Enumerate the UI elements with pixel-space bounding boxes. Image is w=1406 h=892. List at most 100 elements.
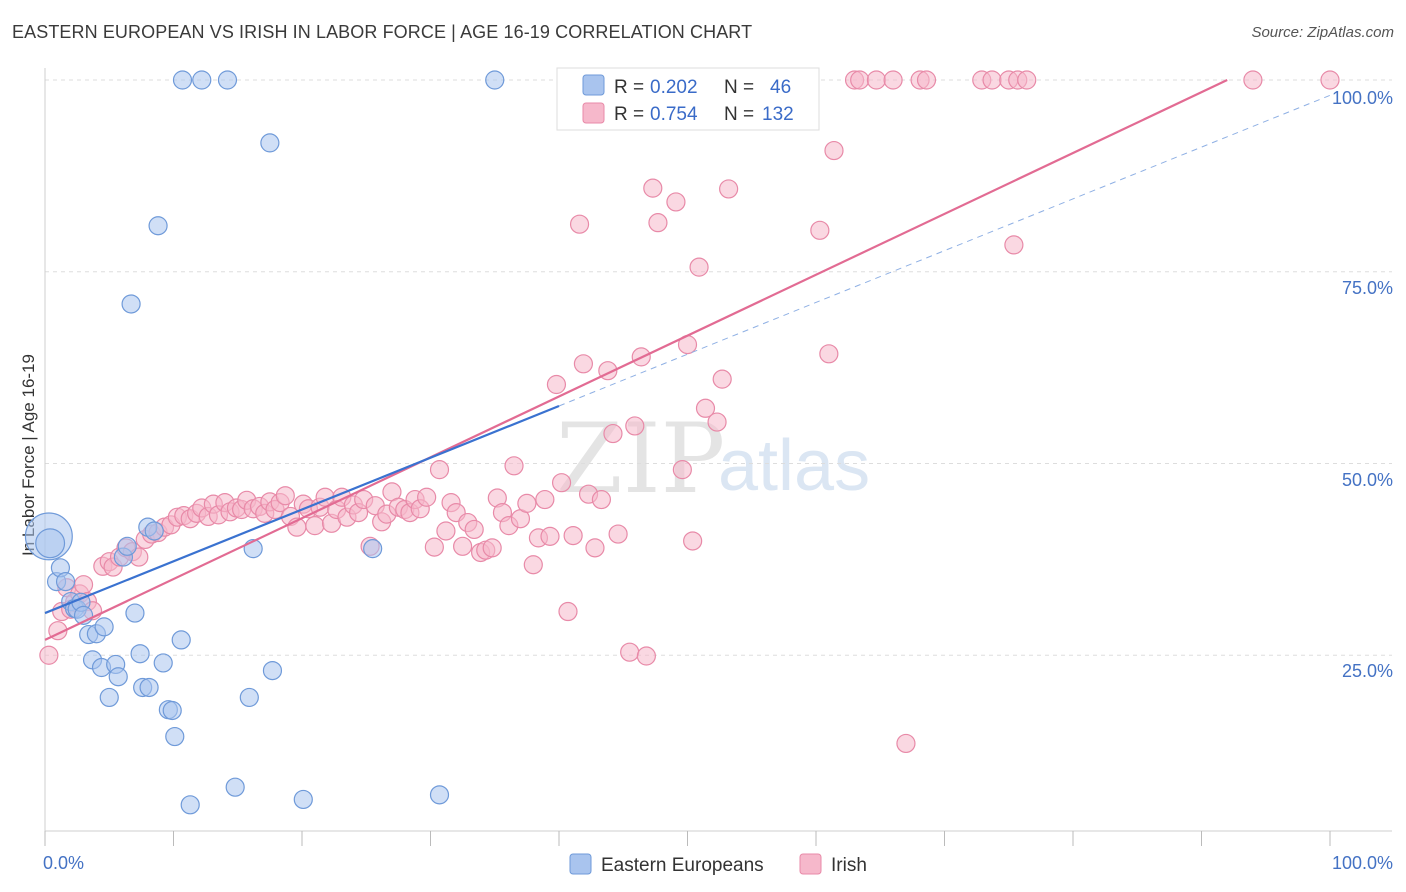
source-credit: Source: ZipAtlas.com <box>1251 24 1394 41</box>
irish-point-93 <box>573 354 594 374</box>
irish-point-133 <box>1004 235 1024 255</box>
irish-point-125 <box>866 70 886 90</box>
irish-point-83 <box>517 493 537 513</box>
x-ticks <box>44 831 1331 846</box>
eastern-european-point-31 <box>165 726 185 747</box>
eastern-european-point-38 <box>239 687 259 708</box>
irish-point-84 <box>523 555 543 575</box>
stats-legend-swatch-blue <box>582 74 605 96</box>
irish-point-137 <box>1320 70 1340 90</box>
irish-point-106 <box>648 213 668 233</box>
irish-point-121 <box>819 344 839 364</box>
irish-point-68 <box>429 460 450 480</box>
stats-legend-r-label-blue: R = <box>614 77 644 98</box>
stats-legend-n-label-pink: N = <box>724 104 754 125</box>
stats-legend-n-value-blue: 46 <box>770 77 791 98</box>
irish-point-117 <box>712 369 732 389</box>
irish-point-46 <box>305 516 325 536</box>
eastern-european-point-35 <box>192 70 212 90</box>
eastern-european-point-21 <box>125 603 145 623</box>
irish-point-127 <box>896 733 916 754</box>
irish-point-126 <box>883 70 903 90</box>
legend-label-eastern-europeans: Eastern Europeans <box>601 855 764 876</box>
eastern-european-point-40 <box>262 660 283 681</box>
irish-point-77 <box>482 538 502 558</box>
eastern-european-point-4 <box>55 572 76 592</box>
irish-point-101 <box>620 642 640 662</box>
irish-point-66 <box>417 487 437 507</box>
stats-legend: R = 0.202 N = 46 R = 0.754 N = 132 <box>556 67 820 131</box>
eastern-european-point-32 <box>171 630 191 650</box>
eastern-european-point-42 <box>293 789 313 810</box>
stats-legend-r-value-blue: 0.202 <box>650 77 698 98</box>
eastern-european-point-33 <box>172 70 193 90</box>
eastern-european-point-27 <box>148 216 168 236</box>
irish-point-118 <box>719 179 739 199</box>
irish-point-96 <box>591 489 612 510</box>
irish-point-72 <box>453 536 473 556</box>
y-tick-label-75: 75.0% <box>1342 278 1393 298</box>
irish-point-122 <box>824 140 844 161</box>
eastern-european-trend-extension <box>558 94 1331 407</box>
eastern-european-trend-line <box>44 404 560 615</box>
irish-point-95 <box>585 538 605 558</box>
eastern-european-point-17 <box>108 667 128 687</box>
irish-point-116 <box>707 412 727 432</box>
eastern-european-point-34 <box>180 795 200 815</box>
eastern-european-point-1 <box>35 528 66 559</box>
irish-point-102 <box>625 416 645 436</box>
irish-point-129 <box>916 70 937 90</box>
irish-trend-line <box>44 79 1228 641</box>
y-tick-label-25: 25.0% <box>1342 661 1393 681</box>
chart-title: EASTERN EUROPEAN VS IRISH IN LABOR FORCE… <box>12 22 753 42</box>
eastern-european-point-44 <box>429 785 450 805</box>
irish-point-88 <box>546 374 567 395</box>
irish-point-136 <box>1243 70 1263 90</box>
stats-legend-n-label-blue: N = <box>724 77 754 98</box>
x-tick-label-max: 100.0% <box>1332 853 1393 873</box>
eastern-european-point-36 <box>217 70 238 90</box>
trend-lines <box>44 79 1331 641</box>
irish-point-105 <box>643 178 663 198</box>
eastern-european-point-22 <box>130 644 150 664</box>
irish-point-90 <box>558 601 578 622</box>
eastern-european-point-45 <box>485 70 505 90</box>
irish-point-74 <box>464 519 484 540</box>
irish-point-104 <box>636 646 656 666</box>
irish-point-7 <box>73 575 94 595</box>
irish-point-98 <box>603 423 623 444</box>
irish-point-114 <box>695 398 716 418</box>
eastern-european-point-20 <box>121 294 141 314</box>
eastern-european-point-26 <box>144 521 164 541</box>
eastern-european-point-19 <box>117 536 137 556</box>
irish-point-69 <box>436 521 456 541</box>
irish-point-41 <box>275 486 295 506</box>
irish-point-109 <box>666 192 686 212</box>
irish-point-89 <box>551 473 572 493</box>
y-axis-title: In Labor Force | Age 16-19 <box>19 354 38 556</box>
irish-point-131 <box>982 70 1002 90</box>
irish-point-92 <box>569 214 590 234</box>
irish-point-91 <box>563 525 583 546</box>
series-legend: Eastern Europeans Irish <box>569 853 867 876</box>
irish-point-112 <box>683 531 703 551</box>
axes <box>44 68 1392 832</box>
irish-point-113 <box>689 257 709 277</box>
irish-point-135 <box>1017 70 1037 90</box>
legend-swatch-eastern-europeans <box>569 853 592 875</box>
eastern-european-point-41 <box>260 133 280 153</box>
stats-legend-swatch-pink <box>582 102 605 124</box>
eastern-european-point-28 <box>153 653 173 673</box>
legend-label-irish: Irish <box>831 855 867 876</box>
y-tick-label-100: 100.0% <box>1332 88 1393 108</box>
stats-legend-r-value-pink: 0.754 <box>650 104 698 125</box>
eastern-european-point-15 <box>99 687 119 708</box>
irish-point-81 <box>504 456 524 476</box>
eastern-european-point-43 <box>363 539 383 559</box>
irish-point-120 <box>810 220 830 240</box>
irish-point-67 <box>424 537 444 557</box>
eastern-european-point-30 <box>162 700 182 721</box>
watermark-atlas: atlas <box>718 426 870 506</box>
grid-lines <box>45 79 1392 656</box>
